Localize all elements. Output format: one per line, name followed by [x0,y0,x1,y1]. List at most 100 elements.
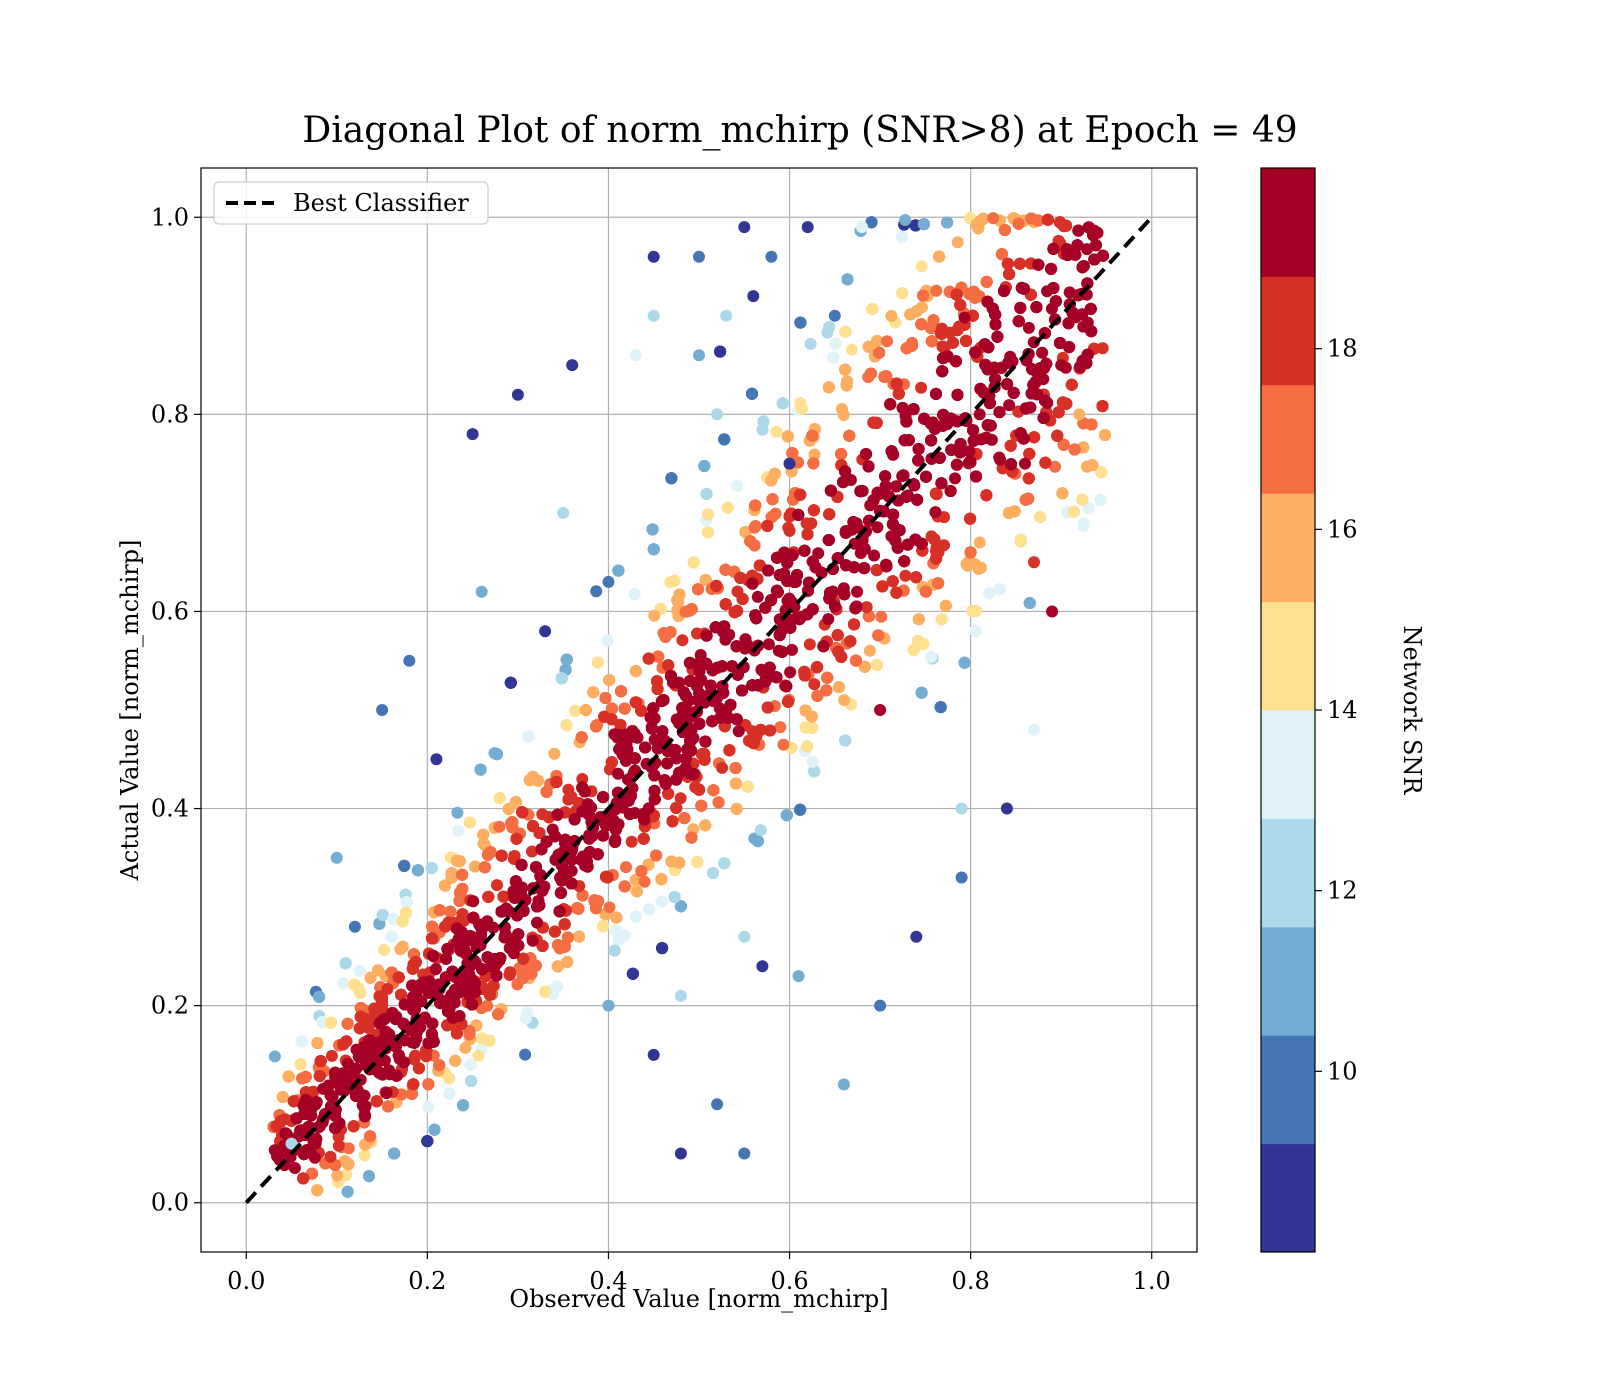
scatter-point [637,832,650,845]
scatter-point [481,999,494,1012]
scatter-point [463,1028,476,1041]
scatter-point [862,610,875,623]
scatter-point [1060,219,1073,232]
scatter-point [1051,429,1064,442]
scatter-point [521,1006,534,1019]
scatter-point [376,909,389,921]
scatter-point [843,429,856,442]
scatter-point [892,387,905,400]
scatter-point [370,1095,383,1108]
scatter-point [488,747,501,760]
scatter-point [718,433,731,446]
scatter-point [904,308,917,321]
scatter-point [936,365,949,378]
scatter-point [782,521,795,534]
scatter-point [732,725,745,738]
scatter-point [799,704,812,717]
scatter-point [331,1169,344,1182]
scatter-point [340,1168,353,1181]
scatter-point [467,895,480,908]
scatter-point [811,661,824,674]
scatter-point [631,885,644,898]
scatter-point [929,487,942,500]
scatter-point [666,815,679,828]
scatter-point [382,1100,394,1113]
scatter-point [294,1058,307,1071]
scatter-point [839,325,852,338]
scatter-point [954,298,967,311]
scatter-point [917,289,930,302]
scatter-point [803,638,816,651]
scatter-point [838,694,851,707]
scatter-point [731,604,744,617]
scatter-point [898,555,911,568]
scatter-point [387,913,400,925]
scatter-point [747,737,760,750]
scatter-point [900,342,913,355]
scatter-point [555,672,568,685]
scatter-point [449,1054,462,1067]
scatter-point [313,1070,326,1082]
scatter-point [806,755,819,768]
scatter-point [707,784,720,797]
scatter-point [1025,212,1038,225]
scatter-point [456,908,469,921]
scatter-point [313,990,326,1003]
scatter-point [364,1130,377,1143]
scatter-point [648,609,661,622]
scatter-point [766,493,779,506]
scatter-point [612,564,625,577]
scatter-point [915,381,928,394]
scatter-point [831,629,844,642]
scatter-point [925,650,938,663]
scatter-point [1030,301,1043,314]
scatter-point [456,868,469,881]
scatter-point [699,574,712,586]
scatter-point [1022,472,1035,485]
scatter-point [702,508,715,521]
scatter-point [656,942,669,955]
scatter-point [642,652,655,665]
scatter-point [426,932,438,945]
scatter-point [519,1048,532,1061]
scatter-point [832,681,845,694]
scatter-point [1099,429,1111,441]
scatter-point [806,722,819,734]
scatter-point [630,910,643,923]
scatter-point [1077,517,1090,530]
scatter-point [618,880,631,893]
scatter-point [746,725,759,738]
scatter-point [839,363,852,376]
scatter-point [299,1070,312,1083]
scatter-point [522,730,535,743]
scatter-point [941,350,954,363]
scatter-point [396,915,409,928]
scatter-point [325,1049,338,1062]
scatter-point [674,792,687,805]
scatter-point [1057,438,1070,451]
scatter-point [961,559,974,572]
scatter-point [339,957,352,970]
scatter-point [445,871,458,884]
scatter-point [714,345,727,358]
scatter-point [381,983,394,995]
scatter-point [629,665,642,678]
scatter-point [504,966,517,979]
scatter-point [1013,257,1026,270]
scatter-point [433,904,446,917]
scatter-point [950,458,963,471]
scatter-point [919,585,932,598]
scatter-point [510,832,523,845]
scatter-point [748,521,761,534]
scatter-point [422,1101,435,1113]
scatter-point [808,448,821,461]
scatter-point [603,901,616,914]
scatter-point [761,701,774,714]
scatter-point [1005,458,1017,471]
scatter-point [781,430,794,443]
scatter-point [998,224,1011,236]
scatter-point [794,316,807,329]
scatter-point [804,337,817,350]
scatter-point [378,944,391,956]
